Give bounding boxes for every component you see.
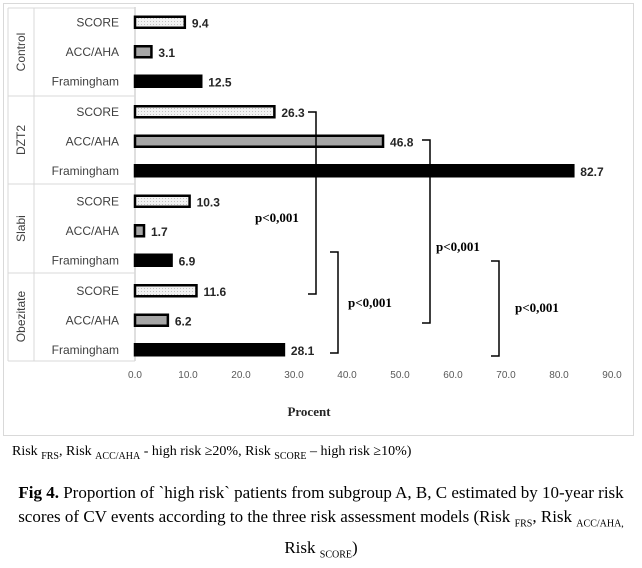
bar-acc-aha — [133, 313, 170, 327]
category-label: ACC/AHA — [66, 134, 119, 148]
category-label: SCORE — [76, 194, 119, 208]
bar-acc-aha — [133, 45, 153, 59]
category-label: ACC/AHA — [66, 45, 119, 59]
bar-acc-aha — [133, 134, 385, 148]
figure-caption: Fig 4. Proportion of `high risk` patient… — [10, 481, 632, 568]
caption-sep-2: Risk — [284, 538, 320, 558]
category-label: Framingham — [52, 253, 119, 267]
bar-score — [133, 105, 276, 119]
category-label: ACC/AHA — [66, 313, 119, 327]
significance-bracket — [330, 251, 339, 354]
p-value-label: p<0,001 — [436, 239, 480, 254]
data-label: 10.3 — [197, 195, 221, 209]
data-label: 12.5 — [208, 75, 232, 89]
caption-label: Fig 4. — [18, 483, 59, 502]
bar-chart: Control SCORE 9.4 ACC/AHA 3.1 Framingham 12.5 D… — [3, 3, 634, 436]
caption-sub-score: SCORE — [319, 549, 352, 561]
plot-area: Control SCORE 9.4 ACC/AHA 3.1 Framingham 12.5 D… — [7, 7, 622, 419]
data-label: 3.1 — [158, 46, 175, 60]
bar-acc-aha — [133, 224, 146, 238]
p-value-label: p<0,001 — [348, 295, 392, 310]
data-label: 46.8 — [390, 135, 414, 149]
x-tick-label: 10.0 — [178, 370, 198, 381]
caption-sub-acc: ACC/AHA, — [576, 518, 624, 530]
x-tick-label: 20.0 — [231, 370, 251, 381]
bar-framingham — [133, 343, 286, 357]
category-label: SCORE — [76, 284, 119, 298]
category-label: SCORE — [76, 105, 119, 119]
group-label-obezitate: Obezitate — [14, 290, 28, 342]
data-label: 26.3 — [281, 106, 305, 120]
bar-framingham — [133, 74, 203, 88]
x-tick-label: 60.0 — [443, 370, 463, 381]
significance-bracket — [422, 139, 431, 324]
group-label-control: Control — [14, 33, 28, 72]
footnote-sub-acc: ACC/AHA — [95, 450, 141, 462]
caption-sep-1: , Risk — [532, 507, 577, 526]
data-label: 1.7 — [151, 225, 168, 239]
category-label: Framingham — [52, 74, 119, 88]
caption-sub-frs: FRS — [514, 518, 533, 530]
category-label: SCORE — [76, 15, 119, 29]
footnote-part-4: – high risk ≥10%) — [306, 444, 412, 459]
p-value-label: p<0,001 — [255, 210, 299, 225]
bar-score — [133, 194, 191, 208]
caption-text: Proportion of `high risk` patients from … — [18, 483, 624, 526]
data-label: 6.9 — [179, 254, 196, 268]
footnote-sub-score: SCORE — [274, 450, 307, 462]
significance-bracket — [491, 260, 500, 357]
x-tick-label: 30.0 — [284, 370, 304, 381]
bar-score — [133, 15, 187, 29]
x-tick-label: 70.0 — [496, 370, 516, 381]
p-value-label: p<0,001 — [515, 300, 559, 315]
group-label-dzt2: DZT2 — [14, 125, 28, 155]
footnote-sub-frs: FRS — [41, 450, 59, 462]
data-label: 11.6 — [203, 285, 226, 299]
data-label: 9.4 — [192, 16, 209, 30]
bar-framingham — [133, 164, 575, 178]
x-tick-label: 0.0 — [128, 370, 142, 381]
bar-score — [133, 284, 198, 298]
footnote-part-1: Risk — [12, 444, 42, 459]
bar-framingham — [133, 253, 173, 267]
category-label: Framingham — [52, 343, 119, 357]
x-axis-title: Procent — [287, 404, 331, 419]
footnote: Risk FRS, Risk ACC/AHA - high risk ≥20%,… — [12, 444, 632, 462]
x-tick-label: 50.0 — [390, 370, 410, 381]
category-label: Framingham — [52, 164, 119, 178]
footnote-part-3: - high risk ≥20%, Risk — [140, 444, 275, 459]
data-label: 28.1 — [291, 344, 315, 358]
x-tick-label: 90.0 — [602, 370, 622, 381]
group-label-slabi: Slabi — [14, 215, 28, 242]
caption-end: ) — [352, 538, 358, 558]
significance-bracket — [308, 111, 317, 295]
category-label: ACC/AHA — [66, 224, 119, 238]
chart-frame — [3, 3, 634, 436]
data-label: 6.2 — [175, 314, 192, 328]
footnote-part-2: , Risk — [58, 444, 96, 459]
data-label: 82.7 — [580, 165, 604, 179]
x-tick-label: 40.0 — [337, 370, 357, 381]
x-tick-label: 80.0 — [549, 370, 569, 381]
